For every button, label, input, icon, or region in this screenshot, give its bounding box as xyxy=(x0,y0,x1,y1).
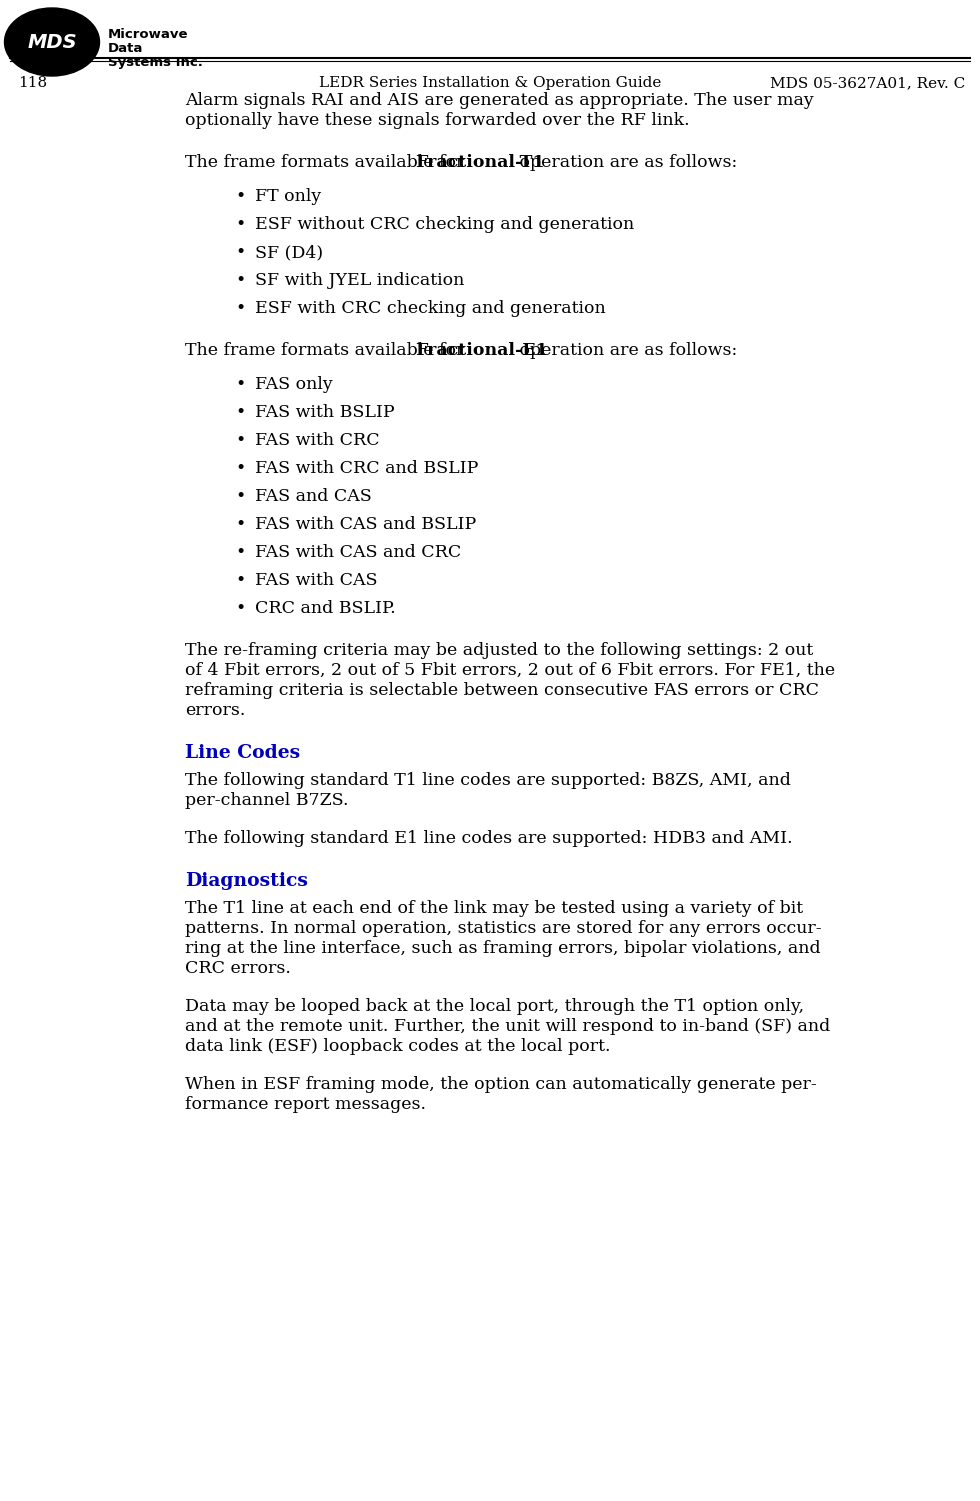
Text: The frame formats available for: The frame formats available for xyxy=(185,342,469,359)
Text: formance report messages.: formance report messages. xyxy=(185,1096,426,1114)
Text: FAS with CAS and CRC: FAS with CAS and CRC xyxy=(255,543,462,561)
Text: Fractional-T1: Fractional-T1 xyxy=(416,155,545,171)
Text: FT only: FT only xyxy=(255,188,321,206)
Text: Data may be looped back at the local port, through the T1 option only,: Data may be looped back at the local por… xyxy=(185,998,805,1015)
Text: •: • xyxy=(235,488,245,504)
Text: MDS: MDS xyxy=(27,33,76,51)
Text: •: • xyxy=(235,543,245,561)
Text: •: • xyxy=(235,600,245,617)
Text: SF (D4): SF (D4) xyxy=(255,245,323,261)
Text: •: • xyxy=(235,245,245,261)
Text: SF with JYEL indication: SF with JYEL indication xyxy=(255,272,465,290)
Text: Microwave: Microwave xyxy=(108,29,188,41)
Text: FAS with BSLIP: FAS with BSLIP xyxy=(255,404,395,420)
Text: •: • xyxy=(235,432,245,449)
Text: FAS only: FAS only xyxy=(255,375,333,393)
Ellipse shape xyxy=(5,8,100,77)
Text: •: • xyxy=(235,188,245,206)
Text: CRC errors.: CRC errors. xyxy=(185,961,291,977)
Text: The re-framing criteria may be adjusted to the following settings: 2 out: The re-framing criteria may be adjusted … xyxy=(185,642,813,659)
Text: Line Codes: Line Codes xyxy=(185,744,300,763)
Text: FAS with CAS: FAS with CAS xyxy=(255,572,377,588)
Text: •: • xyxy=(235,572,245,588)
Text: per-channel B7ZS.: per-channel B7ZS. xyxy=(185,793,349,809)
Text: of 4 Fbit errors, 2 out of 5 Fbit errors, 2 out of 6 Fbit errors. For FE1, the: of 4 Fbit errors, 2 out of 5 Fbit errors… xyxy=(185,662,835,678)
Text: operation are as follows:: operation are as follows: xyxy=(514,342,737,359)
Text: The following standard T1 line codes are supported: B8ZS, AMI, and: The following standard T1 line codes are… xyxy=(185,772,791,790)
Text: •: • xyxy=(235,516,245,533)
Text: •: • xyxy=(235,404,245,420)
Text: •: • xyxy=(235,216,245,233)
Text: MDS 05-3627A01, Rev. C: MDS 05-3627A01, Rev. C xyxy=(769,77,965,90)
Text: 118: 118 xyxy=(18,77,47,90)
Text: Data: Data xyxy=(108,42,143,56)
Text: optionally have these signals forwarded over the RF link.: optionally have these signals forwarded … xyxy=(185,113,690,129)
Text: Fractional-E1: Fractional-E1 xyxy=(416,342,548,359)
Text: errors.: errors. xyxy=(185,702,245,719)
Text: When in ESF framing mode, the option can automatically generate per-: When in ESF framing mode, the option can… xyxy=(185,1076,816,1093)
Text: CRC and BSLIP.: CRC and BSLIP. xyxy=(255,600,396,617)
Text: ring at the line interface, such as framing errors, bipolar violations, and: ring at the line interface, such as fram… xyxy=(185,940,820,958)
Text: Systems Inc.: Systems Inc. xyxy=(108,56,203,69)
Text: ESF with CRC checking and generation: ESF with CRC checking and generation xyxy=(255,300,606,317)
Text: LEDR Series Installation & Operation Guide: LEDR Series Installation & Operation Gui… xyxy=(318,77,662,90)
Text: •: • xyxy=(235,272,245,290)
Text: •: • xyxy=(235,300,245,317)
Text: The T1 line at each end of the link may be tested using a variety of bit: The T1 line at each end of the link may … xyxy=(185,901,804,917)
Text: patterns. In normal operation, statistics are stored for any errors occur-: patterns. In normal operation, statistic… xyxy=(185,920,821,937)
Text: FAS with CAS and BSLIP: FAS with CAS and BSLIP xyxy=(255,516,476,533)
Text: •: • xyxy=(235,375,245,393)
Text: reframing criteria is selectable between consecutive FAS errors or CRC: reframing criteria is selectable between… xyxy=(185,681,819,699)
Text: and at the remote unit. Further, the unit will respond to in-band (SF) and: and at the remote unit. Further, the uni… xyxy=(185,1018,830,1036)
Text: FAS with CRC and BSLIP: FAS with CRC and BSLIP xyxy=(255,459,478,477)
Text: data link (ESF) loopback codes at the local port.: data link (ESF) loopback codes at the lo… xyxy=(185,1039,611,1055)
Text: operation are as follows:: operation are as follows: xyxy=(514,155,737,171)
Text: FAS with CRC: FAS with CRC xyxy=(255,432,379,449)
Text: Diagnostics: Diagnostics xyxy=(185,872,308,890)
Text: FAS and CAS: FAS and CAS xyxy=(255,488,371,504)
Text: The following standard E1 line codes are supported: HDB3 and AMI.: The following standard E1 line codes are… xyxy=(185,830,793,847)
Text: Alarm signals RAI and AIS are generated as appropriate. The user may: Alarm signals RAI and AIS are generated … xyxy=(185,92,813,110)
Text: The frame formats available for: The frame formats available for xyxy=(185,155,469,171)
Text: ESF without CRC checking and generation: ESF without CRC checking and generation xyxy=(255,216,634,233)
Text: •: • xyxy=(235,459,245,477)
